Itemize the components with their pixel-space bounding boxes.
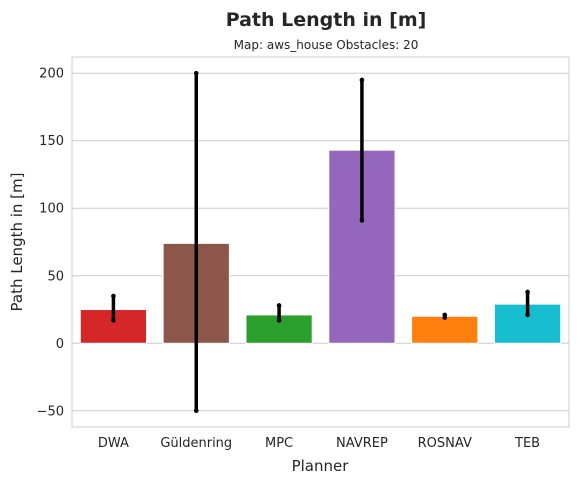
error-bars bbox=[111, 70, 530, 414]
gridlines bbox=[72, 72, 569, 412]
error-cap bbox=[359, 77, 365, 83]
y-tick-label: 50 bbox=[47, 269, 64, 284]
x-tick-label: NAVREP bbox=[336, 436, 388, 451]
y-tick-label: 0 bbox=[56, 337, 64, 352]
error-cap bbox=[111, 318, 116, 323]
plot-frame bbox=[71, 56, 570, 428]
error-cap bbox=[276, 318, 282, 323]
y-tick-label: 100 bbox=[39, 202, 64, 217]
y-axis-label: Path Length in [m] bbox=[8, 173, 26, 312]
x-axis-label: Planner bbox=[292, 457, 350, 475]
bar-rosnav bbox=[411, 315, 479, 344]
x-tick-label: TEB bbox=[514, 436, 540, 451]
error-cap bbox=[193, 408, 199, 414]
y-tick-label: −50 bbox=[37, 404, 64, 419]
x-tick-label: ROSNAV bbox=[418, 436, 472, 451]
error-cap bbox=[276, 303, 282, 308]
x-tick-label: Güldenring bbox=[160, 436, 232, 451]
error-cap bbox=[442, 315, 448, 320]
y-tick-labels: −50 0 50 100 150 200 bbox=[37, 67, 64, 420]
error-cap bbox=[111, 293, 116, 299]
bars bbox=[79, 149, 562, 344]
x-tick-label: MPC bbox=[265, 436, 293, 451]
error-cap bbox=[193, 70, 199, 76]
x-tick-label: DWA bbox=[98, 436, 129, 451]
y-tick-label: 200 bbox=[39, 67, 64, 82]
chart-title: Path Length in [m] bbox=[226, 9, 427, 31]
x-tick-labels: DWA Güldenring MPC NAVREP ROSNAV TEB bbox=[98, 436, 540, 451]
chart-subtitle: Map: aws_house Obstacles: 20 bbox=[234, 38, 419, 52]
error-cap bbox=[525, 312, 530, 318]
error-cap bbox=[525, 289, 530, 295]
error-cap bbox=[359, 218, 365, 223]
y-tick-label: 150 bbox=[39, 134, 64, 149]
